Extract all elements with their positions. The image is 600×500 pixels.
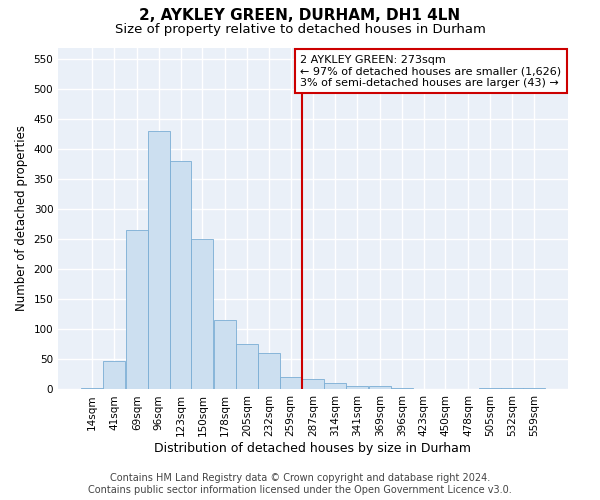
X-axis label: Distribution of detached houses by size in Durham: Distribution of detached houses by size … <box>154 442 472 455</box>
Bar <box>236 344 258 390</box>
Text: Contains HM Land Registry data © Crown copyright and database right 2024.
Contai: Contains HM Land Registry data © Crown c… <box>88 474 512 495</box>
Text: Size of property relative to detached houses in Durham: Size of property relative to detached ho… <box>115 22 485 36</box>
Text: 2, AYKLEY GREEN, DURHAM, DH1 4LN: 2, AYKLEY GREEN, DURHAM, DH1 4LN <box>139 8 461 22</box>
Bar <box>413 389 434 390</box>
Text: 2 AYKLEY GREEN: 273sqm
← 97% of detached houses are smaller (1,626)
3% of semi-d: 2 AYKLEY GREEN: 273sqm ← 97% of detached… <box>301 54 562 88</box>
Bar <box>126 230 148 390</box>
Bar <box>148 132 170 390</box>
Bar <box>258 354 280 390</box>
Bar <box>191 240 214 390</box>
Bar <box>103 362 125 390</box>
Bar <box>369 386 391 390</box>
Bar <box>391 388 413 390</box>
Bar <box>170 162 191 390</box>
Bar <box>325 384 346 390</box>
Bar <box>214 320 236 390</box>
Bar <box>346 386 368 390</box>
Y-axis label: Number of detached properties: Number of detached properties <box>15 126 28 312</box>
Bar <box>82 388 103 390</box>
Bar <box>479 388 501 390</box>
Bar <box>501 388 523 390</box>
Bar <box>280 378 302 390</box>
Bar <box>302 378 325 390</box>
Bar <box>523 388 545 390</box>
